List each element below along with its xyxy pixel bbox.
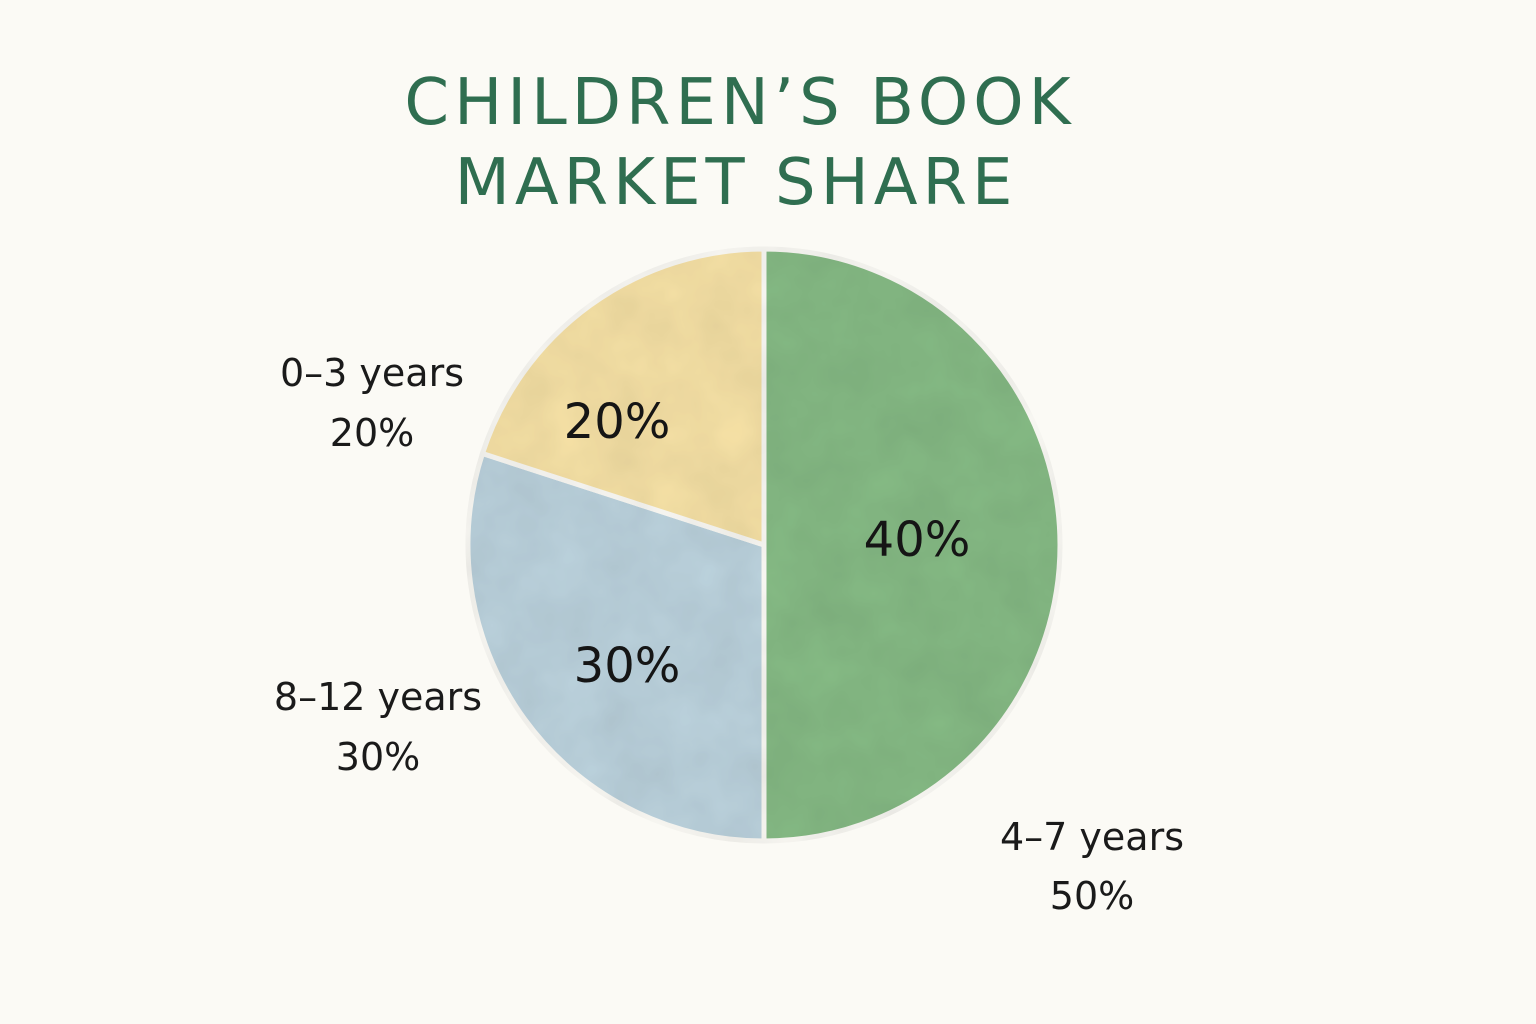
slice-value-label-1: 30% bbox=[336, 735, 420, 779]
pie-slice-2 bbox=[479, 246, 767, 549]
slice-value-label-2: 20% bbox=[330, 411, 414, 455]
pie-slice-1 bbox=[465, 450, 767, 844]
pie-slice-0 bbox=[761, 246, 1063, 844]
slice-category-label-0: 4–7 years bbox=[1000, 815, 1184, 859]
slice-category-label-2: 0–3 years bbox=[280, 351, 464, 395]
chart-title-line-2: MARKET SHARE bbox=[455, 146, 1018, 220]
slice-inner-label-1: 30% bbox=[574, 638, 681, 694]
slice-category-label-1: 8–12 years bbox=[274, 675, 482, 719]
slice-value-label-0: 50% bbox=[1050, 874, 1134, 918]
slice-inner-label-0: 40% bbox=[864, 512, 971, 568]
chart-title-line-1: CHILDREN’S BOOK bbox=[404, 66, 1075, 140]
slice-inner-label-2: 20% bbox=[564, 394, 671, 450]
